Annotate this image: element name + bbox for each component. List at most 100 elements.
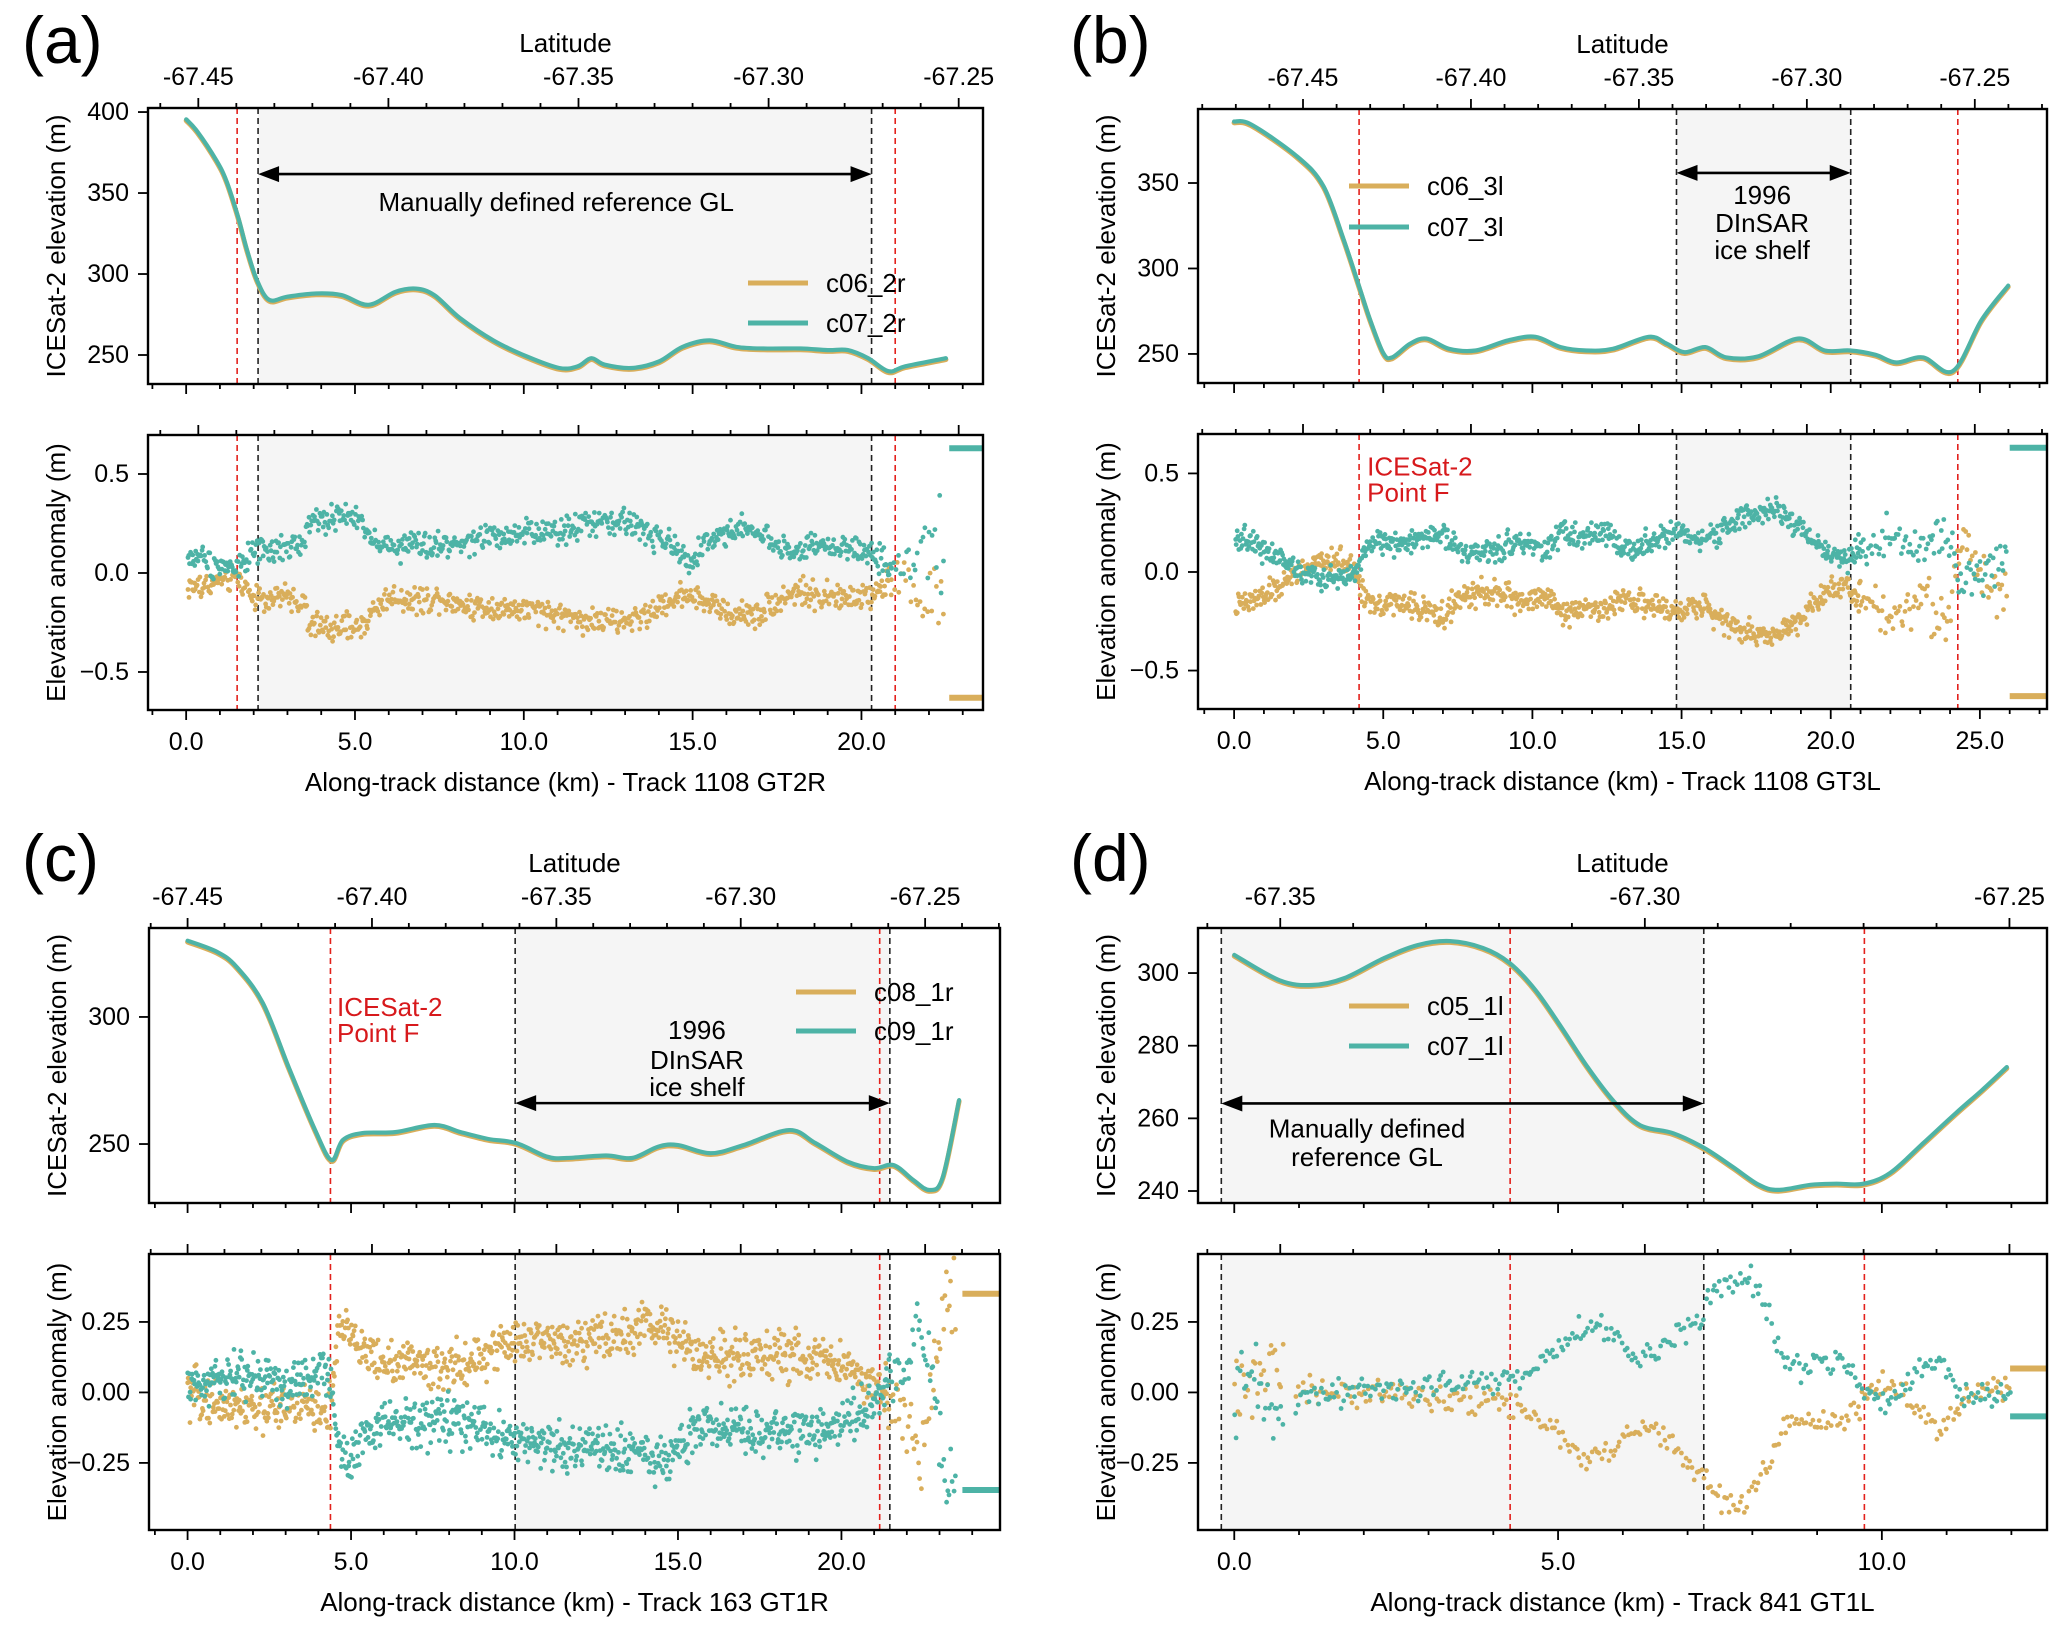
scatter-point-c07_2r — [288, 544, 294, 550]
scatter-point-c07_2r — [316, 521, 322, 527]
scatter-point-c09_1r — [341, 1434, 347, 1440]
scatter-point-c09_1r — [438, 1397, 444, 1402]
scatter-point-c08_1r — [573, 1330, 579, 1336]
scatter-point-c06_2r — [694, 605, 699, 611]
scatter-point-c07_3l — [1361, 545, 1367, 550]
scatter-point-c08_1r — [877, 1372, 882, 1377]
scatter-point-c06_3l — [1456, 590, 1462, 595]
scatter-point-c06_3l — [1370, 596, 1376, 602]
scatter-point-c07_2r — [653, 528, 659, 534]
scatter-point-c07_3l — [1789, 511, 1795, 517]
scatter-point-c07_2r — [324, 512, 330, 517]
scatter-point-c08_1r — [704, 1359, 710, 1365]
scatter-point-c08_1r — [809, 1366, 815, 1372]
scatter-point-c07_2r — [329, 501, 334, 507]
scatter-point-c08_1r — [269, 1398, 275, 1404]
scatter-point-c07_3l — [1876, 551, 1882, 557]
scatter-point-c07_2r — [497, 545, 503, 551]
scatter-point-c06_2r — [718, 611, 724, 617]
scatter-point-c07_3l — [1240, 536, 1246, 541]
scatter-point-c06_2r — [249, 598, 255, 604]
scatter-point-c07_3l — [1871, 532, 1876, 538]
scatter-point-c09_1r — [265, 1358, 271, 1363]
scatter-point-c07_3l — [1955, 577, 1961, 583]
scatter-point-c09_1r — [471, 1419, 477, 1424]
scatter-point-c06_3l — [1325, 554, 1331, 559]
scatter-point-c06_2r — [601, 625, 606, 630]
scatter-point-c06_2r — [436, 612, 442, 617]
scatter-point-c06_3l — [1266, 582, 1272, 588]
scatter-point-c08_1r — [567, 1362, 573, 1368]
scatter-point-c06_3l — [1635, 597, 1641, 603]
scatter-point-c06_2r — [722, 608, 727, 614]
scatter-point-c09_1r — [191, 1377, 197, 1383]
scatter-point-c06_3l — [1357, 592, 1363, 598]
scatter-point-c06_2r — [777, 599, 783, 604]
scatter-point-c06_2r — [400, 609, 406, 614]
scatter-point-c07_2r — [770, 548, 776, 553]
scatter-point-c08_1r — [346, 1325, 351, 1331]
scatter-point-c07_3l — [1554, 535, 1560, 541]
scatter-point-c08_1r — [623, 1346, 629, 1352]
scatter-point-c08_1r — [832, 1357, 838, 1363]
scatter-point-c08_1r — [481, 1356, 486, 1362]
scatter-point-c06_2r — [869, 599, 874, 605]
scatter-point-c09_1r — [251, 1350, 256, 1355]
scatter-point-c08_1r — [229, 1411, 235, 1417]
scatter-point-c07_2r — [257, 556, 263, 562]
scatter-point-c07_3l — [1922, 557, 1927, 563]
scatter-point-c06_2r — [469, 613, 475, 619]
scatter-point-c08_1r — [710, 1344, 715, 1350]
scatter-point-c08_1r — [270, 1402, 276, 1408]
scatter-point-c07_3l — [1741, 514, 1747, 520]
scatter-point-c07_3l — [1580, 530, 1586, 535]
scatter-point-c08_1r — [658, 1304, 664, 1310]
scatter-point-c07_3l — [1816, 538, 1821, 544]
scatter-point-c07_3l — [1343, 581, 1349, 587]
scatter-point-c06_3l — [1611, 607, 1617, 613]
scatter-point-c09_1r — [409, 1445, 415, 1451]
scatter-point-c07_3l — [1649, 548, 1654, 554]
scatter-point-c06_2r — [499, 600, 505, 606]
scatter-point-c08_1r — [542, 1345, 547, 1350]
scatter-point-c07_2r — [745, 531, 750, 536]
scatter-point-c08_1r — [452, 1360, 458, 1366]
scatter-point-c06_3l — [1267, 575, 1273, 580]
scatter-point-c07_3l — [1363, 553, 1369, 559]
scatter-point-c07_3l — [1328, 562, 1334, 568]
scatter-point-c06_3l — [1446, 596, 1452, 602]
scatter-point-c06_3l — [1598, 601, 1604, 607]
scatter-point-c08_1r — [256, 1409, 261, 1415]
scatter-point-c06_3l — [1492, 576, 1497, 582]
scatter-point-c06_2r — [536, 623, 541, 629]
x-tick-label: 0.0 — [169, 728, 204, 756]
scatter-point-c06_2r — [706, 601, 712, 607]
scatter-point-c07_2r — [654, 524, 660, 530]
scatter-point-c06_3l — [1678, 600, 1683, 606]
scatter-point-c09_1r — [397, 1436, 403, 1442]
scatter-point-c06_2r — [227, 588, 233, 593]
scatter-point-c09_1r — [188, 1396, 194, 1402]
scatter-point-c06_2r — [314, 609, 320, 615]
scatter-point-c09_1r — [228, 1368, 234, 1374]
scatter-point-c08_1r — [815, 1371, 821, 1377]
scatter-point-c07_3l — [1600, 537, 1605, 543]
scatter-point-c07_3l — [1997, 543, 2003, 549]
scatter-point-c06_3l — [1260, 585, 1265, 591]
scatter-point-c06_2r — [808, 597, 814, 603]
scatter-point-c07_3l — [1837, 564, 1842, 569]
scatter-point-c08_1r — [796, 1332, 802, 1338]
scatter-point-c09_1r — [298, 1372, 303, 1378]
scatter-point-c07_3l — [1521, 550, 1526, 556]
scatter-point-c09_1r — [490, 1453, 496, 1458]
scatter-point-c06_3l — [1360, 578, 1365, 583]
scatter-point-c06_3l — [1664, 598, 1669, 604]
scatter-point-c09_1r — [226, 1362, 232, 1367]
scatter-point-c07_3l — [1925, 541, 1931, 547]
scatter-point-c07_2r — [388, 538, 394, 543]
scatter-point-c06_2r — [782, 600, 788, 606]
scatter-point-c06_2r — [520, 602, 526, 608]
panel-label: (a) — [22, 3, 103, 77]
scatter-point-c07_2r — [287, 554, 293, 560]
